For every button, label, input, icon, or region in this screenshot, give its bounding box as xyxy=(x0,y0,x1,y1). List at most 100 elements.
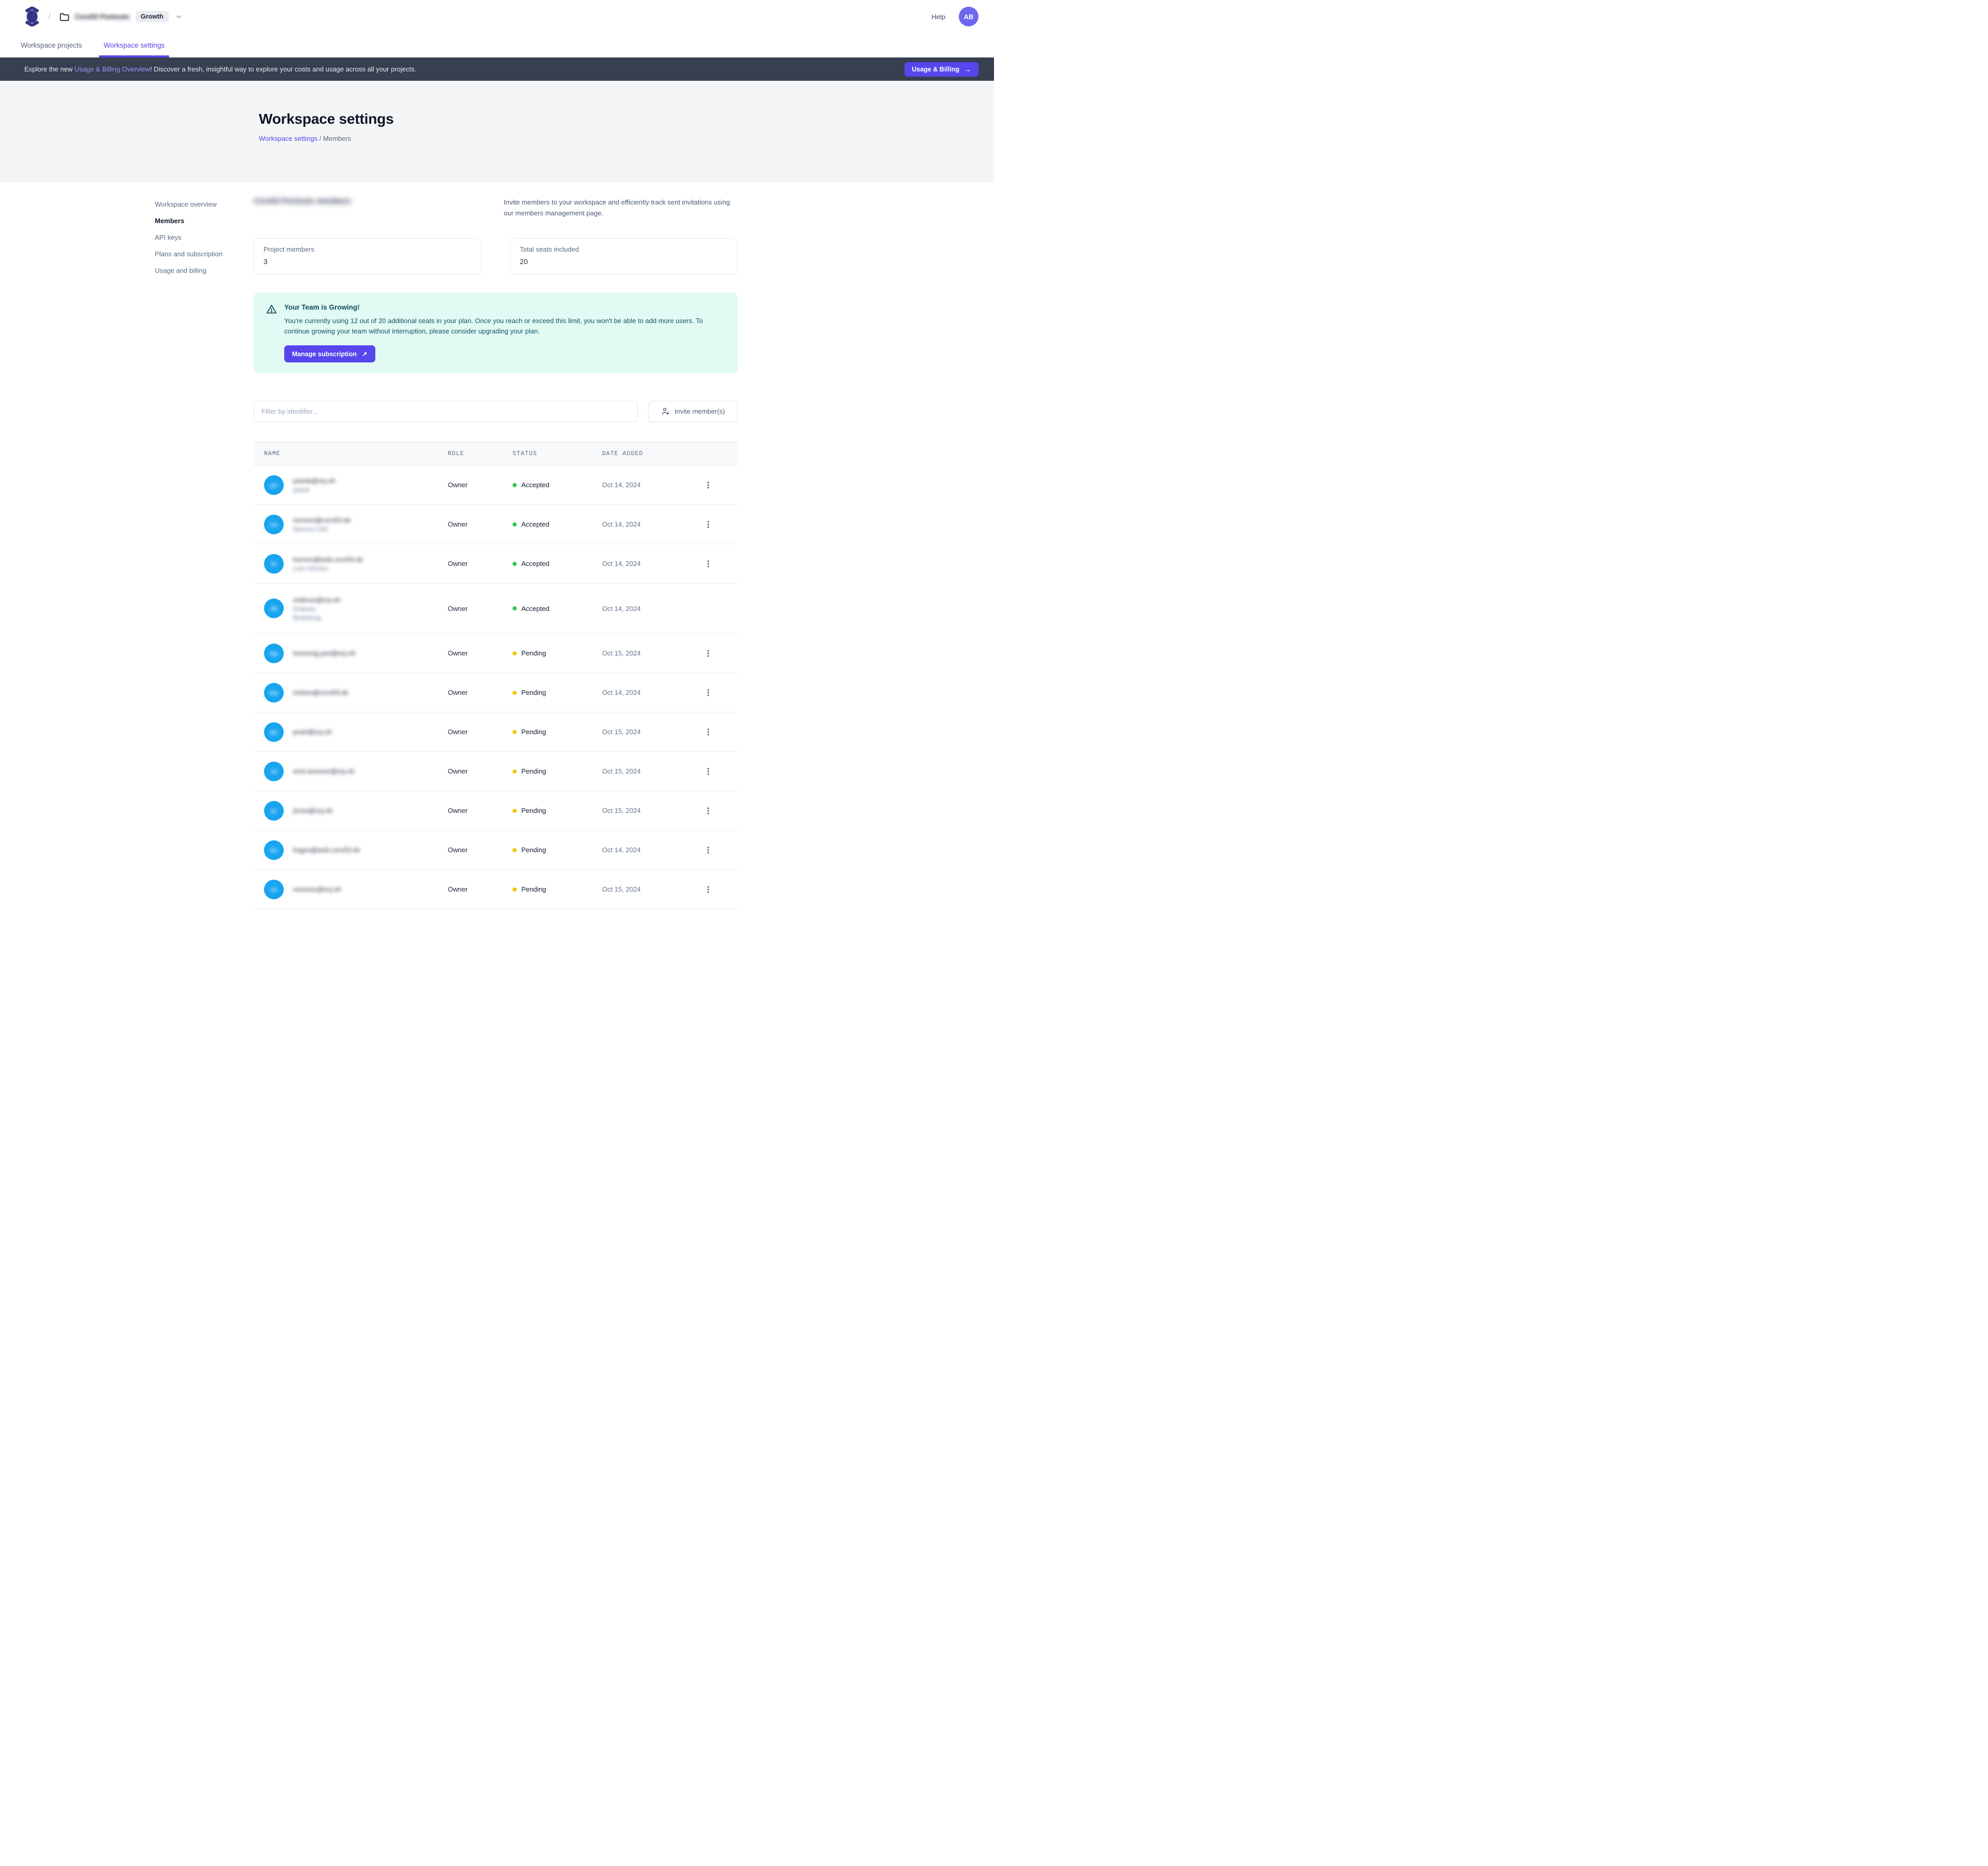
arrow-right-icon: → xyxy=(964,65,971,74)
invite-members-button[interactable]: Invite member(s) xyxy=(648,401,738,422)
row-menu-kebab-icon[interactable] xyxy=(702,844,714,856)
row-menu-kebab-icon[interactable] xyxy=(702,883,714,896)
row-menu-kebab-icon[interactable] xyxy=(702,647,714,660)
member-date-added: Oct 14, 2024 xyxy=(602,560,641,567)
member-date-added: Oct 14, 2024 xyxy=(602,481,641,489)
member-role: Owner xyxy=(448,807,468,814)
member-row: hp hxnnxng.pxn@xry.sh Owner Pending Oct 15, … xyxy=(254,634,738,673)
status-dot xyxy=(513,522,517,527)
breadcrumb-settings-link[interactable]: Workspace settings xyxy=(259,135,318,142)
row-menu-kebab-icon[interactable] xyxy=(702,687,714,699)
sidebar-item-members[interactable]: Members xyxy=(155,217,185,225)
page-title: Workspace settings xyxy=(259,111,394,127)
member-role: Owner xyxy=(448,649,468,657)
member-role: Owner xyxy=(448,846,468,854)
member-name: Bxckstxxg xyxy=(293,614,321,621)
member-role: Owner xyxy=(448,767,468,775)
row-menu-kebab-icon[interactable] xyxy=(702,726,714,738)
member-row: mx mxhxn@cxrx53.dx Owner Pending Oct 14, 202… xyxy=(254,673,738,712)
column-header-name: NAME xyxy=(264,450,281,457)
row-menu-kebab-icon[interactable] xyxy=(702,479,714,491)
status-dot xyxy=(513,690,517,695)
workspace-name[interactable]: Cxre53 Pxntxsts xyxy=(75,12,129,21)
topbar-actions: Help AB xyxy=(931,7,978,26)
stat-card-project-members: Project members 3 xyxy=(254,238,481,274)
member-avatar: px xyxy=(264,475,284,495)
members-section-title: Cxre53 Pxntxsts members xyxy=(254,197,351,206)
member-avatar: vx xyxy=(264,879,284,899)
member-avatar: px xyxy=(264,722,284,742)
usage-billing-overview-link[interactable]: Usage & Billing Overview xyxy=(74,65,150,73)
row-menu-kebab-icon[interactable] xyxy=(702,518,714,531)
member-email: vxnxssx@xry.sh xyxy=(293,885,342,893)
user-plus-icon xyxy=(661,407,670,416)
manage-subscription-button[interactable]: Manage subscription ↗ xyxy=(284,345,375,362)
settings-nav: Workspace overview Members API keys Plans a… xyxy=(155,200,223,275)
member-date-added: Oct 15, 2024 xyxy=(602,649,641,657)
member-name: Nxrmxn C53 xyxy=(293,525,328,533)
member-email: jxnxs@xry.sh xyxy=(293,807,333,814)
sidebar-item-usage-and-billing[interactable]: Usage and billing xyxy=(155,267,207,274)
member-status: Accepted xyxy=(513,481,602,489)
member-avatar: nx xyxy=(264,514,284,534)
table-header-row: NAME ROLE STATUS DATE ADDED xyxy=(254,442,738,465)
member-status: Pending xyxy=(513,807,602,814)
stat-value: 20 xyxy=(520,257,528,266)
member-status: Pending xyxy=(513,728,602,736)
workspace-tabs: Workspace projects Workspace settings xyxy=(0,33,994,57)
column-header-date-added: DATE ADDED xyxy=(602,450,644,457)
usage-billing-banner: Explore the new Usage & Billing Overview… xyxy=(0,57,994,81)
app-logo-icon[interactable] xyxy=(24,7,40,26)
member-row: lx hxrrxrx@wxb.cxrx53.dx Lxxn Hxrrxrx Owner… xyxy=(254,544,738,584)
tab-workspace-projects[interactable]: Workspace projects xyxy=(21,41,82,49)
user-avatar[interactable]: AB xyxy=(959,7,978,26)
member-role: Owner xyxy=(448,604,468,613)
stat-card-total-seats: Total seats included 20 xyxy=(510,238,738,274)
topbar: / Cxre53 Pxntxsts Growth Help AB xyxy=(0,0,994,33)
main-content: Workspace overview Members API keys Plans a… xyxy=(0,182,994,933)
row-menu-kebab-icon[interactable] xyxy=(702,805,714,817)
status-dot xyxy=(513,730,517,734)
member-email: pxxtr@xry.sh xyxy=(293,728,332,736)
member-status: Pending xyxy=(513,767,602,775)
column-header-role: ROLE xyxy=(448,450,464,457)
member-avatar: jx xyxy=(264,800,284,821)
row-menu-kebab-icon[interactable] xyxy=(702,558,714,570)
sidebar-item-workspace-overview[interactable]: Workspace overview xyxy=(155,200,217,208)
member-status: Accepted xyxy=(513,605,602,613)
member-date-added: Oct 15, 2024 xyxy=(602,767,641,775)
member-date-added: Oct 15, 2024 xyxy=(602,807,641,814)
member-role: Owner xyxy=(448,560,468,567)
team-growing-alert: Your Team is Growing! You're currently u… xyxy=(254,293,738,373)
help-link[interactable]: Help xyxy=(931,12,945,21)
tab-workspace-settings[interactable]: Workspace settings xyxy=(99,33,169,57)
member-role: Owner xyxy=(448,520,468,528)
member-row: hx hxgxx@wxb.cxrx53.dx Owner Pending Oct 14,… xyxy=(254,830,738,870)
member-date-added: Oct 14, 2024 xyxy=(602,520,641,528)
member-row: px pxxtr@xry.sh Owner Pending Oct 15, 2024 xyxy=(254,712,738,752)
sidebar-item-plans-and-subscription[interactable]: Plans and subscription xyxy=(155,250,223,258)
chevron-down-icon[interactable] xyxy=(175,13,183,21)
row-menu-kebab-icon[interactable] xyxy=(702,765,714,778)
usage-billing-button[interactable]: Usage & Billing → xyxy=(904,62,978,77)
status-dot xyxy=(513,606,517,610)
page-header: Workspace settings Workspace settings / … xyxy=(0,81,994,182)
member-row: xt xrnx.txxnsxn@xry.sh Owner Pending Oct 15,… xyxy=(254,752,738,791)
members-description: Invite members to your workspace and eff… xyxy=(504,198,730,217)
member-date-added: Oct 14, 2024 xyxy=(602,604,641,613)
alert-title: Your Team is Growing! xyxy=(284,303,360,311)
member-email: pxtrxk@xry.sh xyxy=(293,476,335,485)
filter-input[interactable] xyxy=(254,401,638,422)
stat-label: Project members xyxy=(264,245,315,253)
member-status: Accepted xyxy=(513,520,602,528)
banner-text: Explore the new Usage & Billing Overview… xyxy=(24,65,417,73)
member-email: mxhxn@cxrx53.dx xyxy=(293,689,349,696)
breadcrumb-slash: / xyxy=(48,11,51,21)
member-row: jx jxnxs@xry.sh Owner Pending Oct 15, 2024 xyxy=(254,791,738,830)
member-avatar: xb xyxy=(264,599,284,618)
member-row: px pxtrxk@xry.sh pxtrxk Owner Accepted Oct 14… xyxy=(254,465,738,505)
member-email: xndrxxs@xry.sh xyxy=(293,595,341,604)
member-email: nxrmxn@cxrx53.dx xyxy=(293,516,351,524)
sidebar-item-api-keys[interactable]: API keys xyxy=(155,234,182,241)
member-avatar: mx xyxy=(264,682,284,703)
